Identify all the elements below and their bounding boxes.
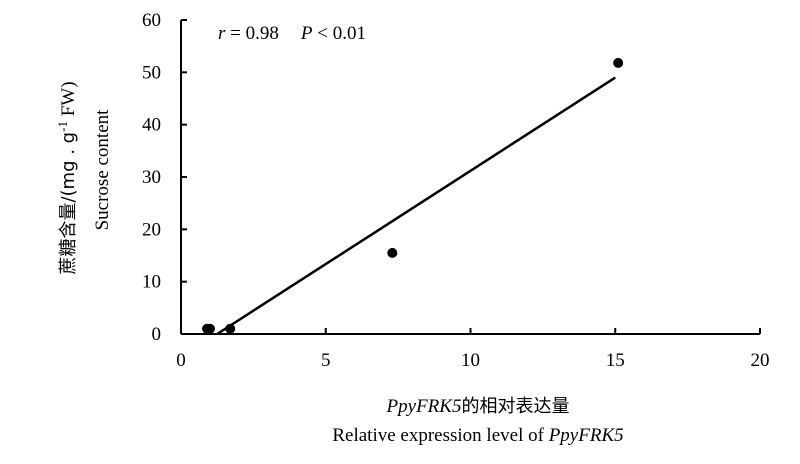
y-tick-label: 30 (142, 167, 161, 188)
x-tick-label: 20 (751, 350, 770, 371)
x-tick-label: 5 (321, 350, 331, 371)
x-tick-label: 0 (176, 350, 186, 371)
data-point (387, 247, 398, 258)
axes (180, 20, 760, 335)
trend-line (216, 76, 616, 336)
y-tick-label: 60 (142, 10, 161, 31)
y-tick-label: 20 (142, 219, 161, 240)
x-tick-label: 15 (606, 350, 625, 371)
data-point (613, 57, 624, 68)
y-tick-label: 10 (142, 272, 161, 293)
data-points (202, 57, 624, 334)
y-axis-title-line1: 蔗糖含量/(mg . g-1 FW) (55, 81, 80, 274)
data-point (204, 323, 215, 334)
x-axis-title-line2: Relative expression level of PpyFRK5 (332, 425, 623, 446)
x-ticks: 0 5 10 15 20 (176, 328, 770, 371)
y-ticks: 0 10 20 30 40 50 60 (142, 10, 187, 345)
correlation-annotation: r = 0.98 P < 0.01 (218, 23, 366, 44)
data-point (225, 323, 236, 334)
y-tick-label: 50 (142, 62, 161, 83)
y-tick-label: 40 (142, 115, 161, 136)
x-tick-label: 10 (461, 350, 480, 371)
y-axis-title-line2: Sucrose content (92, 109, 113, 231)
y-tick-label: 0 (152, 324, 162, 345)
x-axis-title-line1: PpyFRK5的相对表达量 (386, 396, 570, 417)
